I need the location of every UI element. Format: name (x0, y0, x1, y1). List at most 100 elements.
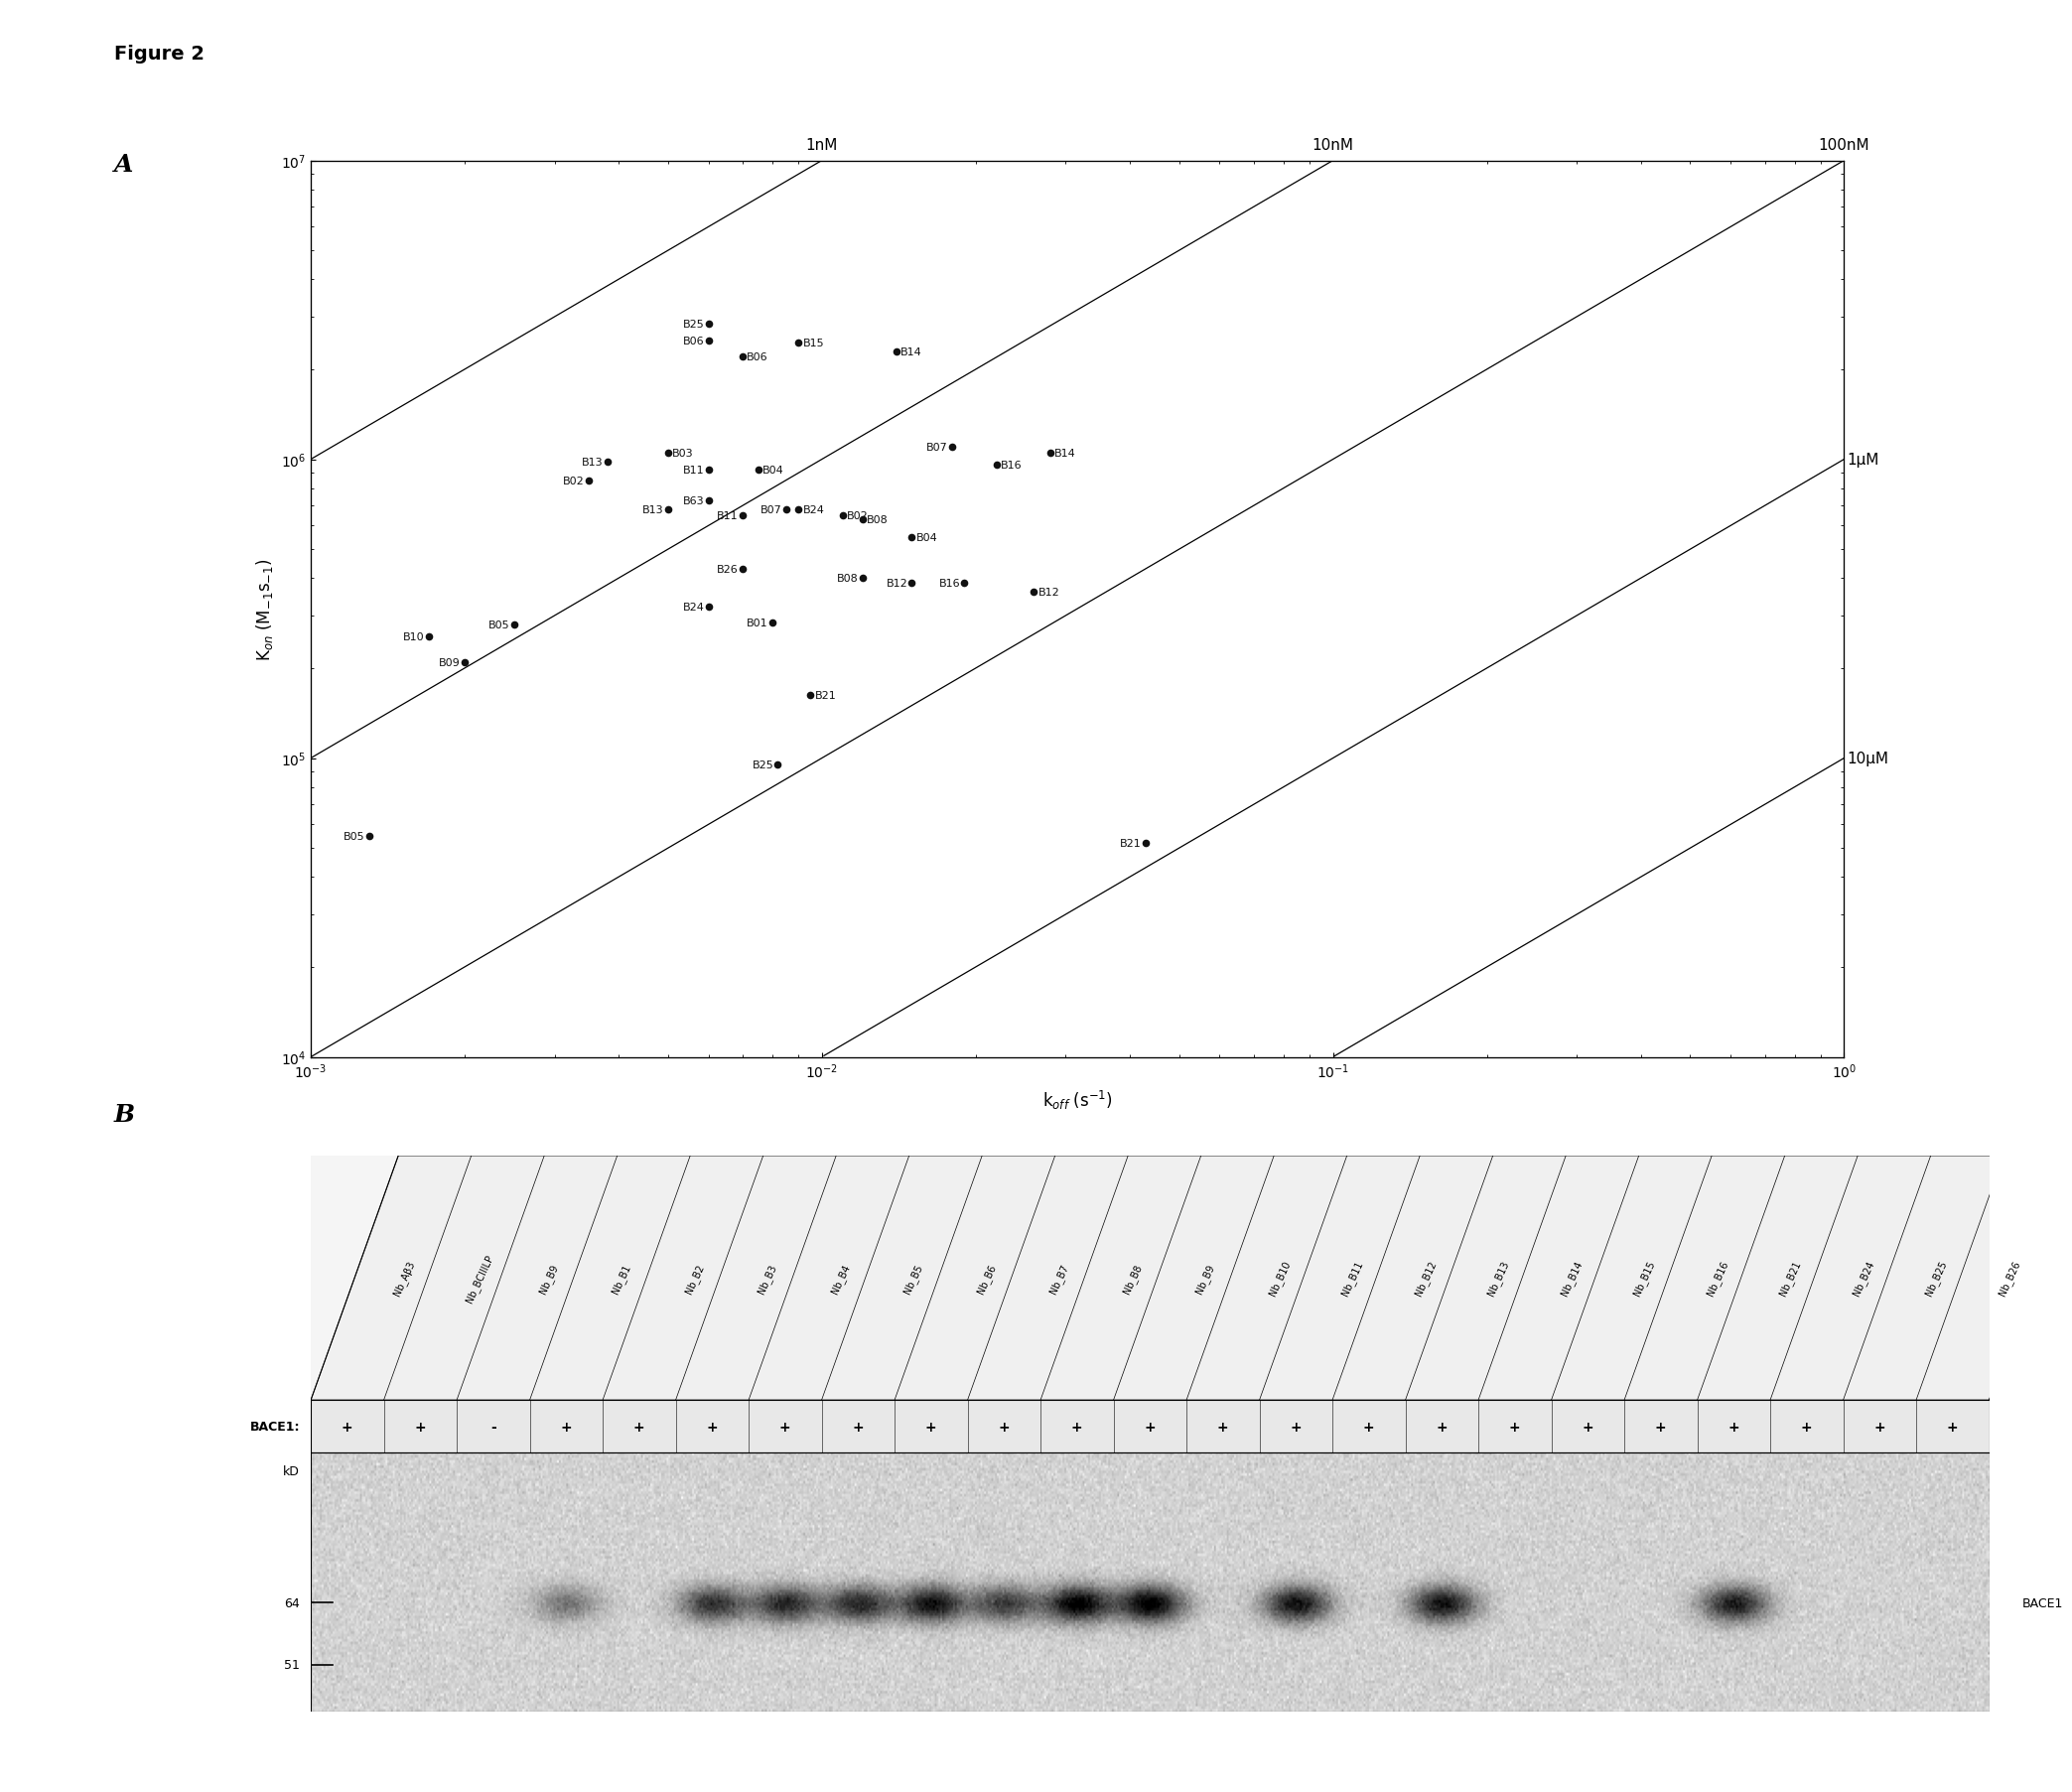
Text: +: + (1291, 1419, 1301, 1434)
Text: Nb_B1: Nb_B1 (609, 1262, 632, 1294)
Text: +: + (779, 1419, 792, 1434)
Text: B03: B03 (671, 448, 694, 459)
Text: Nb_B16: Nb_B16 (1705, 1260, 1730, 1297)
Text: +: + (1363, 1419, 1374, 1434)
Text: Nb_B10: Nb_B10 (1266, 1260, 1293, 1297)
Text: +: + (1436, 1419, 1448, 1434)
Text: B25: B25 (752, 760, 773, 771)
Text: 1μM: 1μM (1848, 453, 1879, 468)
Text: Nb_B15: Nb_B15 (1631, 1258, 1658, 1297)
X-axis label: k$_{off}$ (s$^{-1}$): k$_{off}$ (s$^{-1}$) (1042, 1090, 1113, 1111)
Text: Nb_B3: Nb_B3 (756, 1262, 779, 1294)
Text: Nb_B13: Nb_B13 (1486, 1260, 1510, 1297)
Text: B05: B05 (489, 620, 510, 631)
Bar (311, 1453, 1989, 1711)
Text: +: + (1728, 1419, 1740, 1434)
Text: B16: B16 (939, 579, 959, 590)
Text: B14: B14 (1055, 448, 1075, 459)
Text: -: - (491, 1419, 495, 1434)
Text: Nb_B8: Nb_B8 (1121, 1262, 1144, 1294)
Text: B02: B02 (847, 511, 868, 521)
Text: B09: B09 (439, 658, 460, 667)
Text: +: + (852, 1419, 864, 1434)
Text: B16: B16 (1001, 461, 1021, 470)
Text: Nb_B5: Nb_B5 (901, 1262, 924, 1294)
Text: B08: B08 (837, 573, 858, 584)
Text: A: A (114, 152, 133, 176)
Text: B26: B26 (717, 564, 738, 575)
Text: B07: B07 (760, 505, 781, 514)
Text: B01: B01 (746, 618, 769, 627)
Text: 10μM: 10μM (1848, 751, 1890, 765)
Text: B: B (114, 1102, 135, 1125)
Text: +: + (1216, 1419, 1229, 1434)
Text: B24: B24 (802, 505, 825, 514)
Text: +: + (634, 1419, 644, 1434)
Text: Nb_B9: Nb_B9 (1193, 1262, 1216, 1294)
Text: B12: B12 (1038, 588, 1059, 597)
Text: kD: kD (284, 1464, 300, 1477)
Text: 51: 51 (284, 1658, 300, 1672)
Text: +: + (414, 1419, 427, 1434)
Text: +: + (1144, 1419, 1156, 1434)
Text: B04: B04 (916, 532, 939, 543)
Text: +: + (999, 1419, 1009, 1434)
Text: B13: B13 (642, 505, 663, 514)
Text: 10nM: 10nM (1312, 138, 1353, 152)
Text: +: + (707, 1419, 717, 1434)
Text: B14: B14 (901, 348, 922, 357)
Text: Nb_B12: Nb_B12 (1413, 1258, 1438, 1297)
Text: Nb_B7: Nb_B7 (1048, 1262, 1071, 1294)
Text: B13: B13 (582, 457, 603, 468)
Text: +: + (926, 1419, 937, 1434)
Polygon shape (311, 1156, 2072, 1400)
Text: BACE1: BACE1 (2022, 1597, 2064, 1609)
Text: +: + (1948, 1419, 1958, 1434)
Text: +: + (1656, 1419, 1666, 1434)
Text: B11: B11 (684, 466, 704, 475)
Text: B05: B05 (344, 831, 365, 840)
Bar (311, 1400, 1989, 1453)
Text: B06: B06 (746, 353, 769, 362)
Text: Nb_B4: Nb_B4 (829, 1262, 852, 1294)
Text: Figure 2: Figure 2 (114, 45, 205, 65)
Text: B15: B15 (802, 339, 825, 349)
Bar (311, 1156, 1989, 1400)
Text: B63: B63 (684, 496, 704, 505)
Text: +: + (1071, 1419, 1084, 1434)
Text: Nb_B26: Nb_B26 (1997, 1258, 2022, 1297)
Text: +: + (559, 1419, 572, 1434)
Text: 1nM: 1nM (806, 138, 837, 152)
Text: Nb_B11: Nb_B11 (1341, 1260, 1365, 1297)
Text: B04: B04 (762, 466, 783, 475)
Text: +: + (1583, 1419, 1593, 1434)
Text: +: + (1508, 1419, 1521, 1434)
Text: Nb_B21: Nb_B21 (1778, 1258, 1803, 1297)
Text: Nb_B6: Nb_B6 (974, 1262, 999, 1294)
Text: +: + (342, 1419, 352, 1434)
Text: B11: B11 (717, 511, 738, 521)
Text: +: + (1873, 1419, 1886, 1434)
Text: B25: B25 (684, 319, 704, 330)
Text: Nb_B24: Nb_B24 (1850, 1258, 1875, 1297)
Text: +: + (1801, 1419, 1813, 1434)
Text: 100nM: 100nM (1819, 138, 1869, 152)
Text: B12: B12 (887, 579, 908, 590)
Text: 64: 64 (284, 1597, 300, 1609)
Text: B06: B06 (684, 337, 704, 346)
Y-axis label: K$_{on}$ (M$_{-1}$s$_{-1}$): K$_{on}$ (M$_{-1}$s$_{-1}$) (255, 557, 276, 661)
Text: B10: B10 (402, 633, 425, 642)
Text: B21: B21 (814, 692, 837, 701)
Text: Nb_Aβ3: Nb_Aβ3 (392, 1260, 416, 1297)
Text: Nb_B9: Nb_B9 (537, 1262, 559, 1294)
Text: Nb_B25: Nb_B25 (1923, 1258, 1950, 1297)
Text: B08: B08 (866, 514, 889, 525)
Text: B07: B07 (926, 443, 949, 453)
Text: Nb_BCIIILP: Nb_BCIIILP (464, 1253, 495, 1305)
Text: BACE1:: BACE1: (251, 1421, 300, 1434)
Text: B02: B02 (564, 477, 584, 486)
Text: B21: B21 (1121, 839, 1142, 848)
Text: B24: B24 (682, 602, 704, 613)
Text: Nb_B14: Nb_B14 (1558, 1260, 1585, 1297)
Text: Nb_B2: Nb_B2 (684, 1262, 707, 1294)
